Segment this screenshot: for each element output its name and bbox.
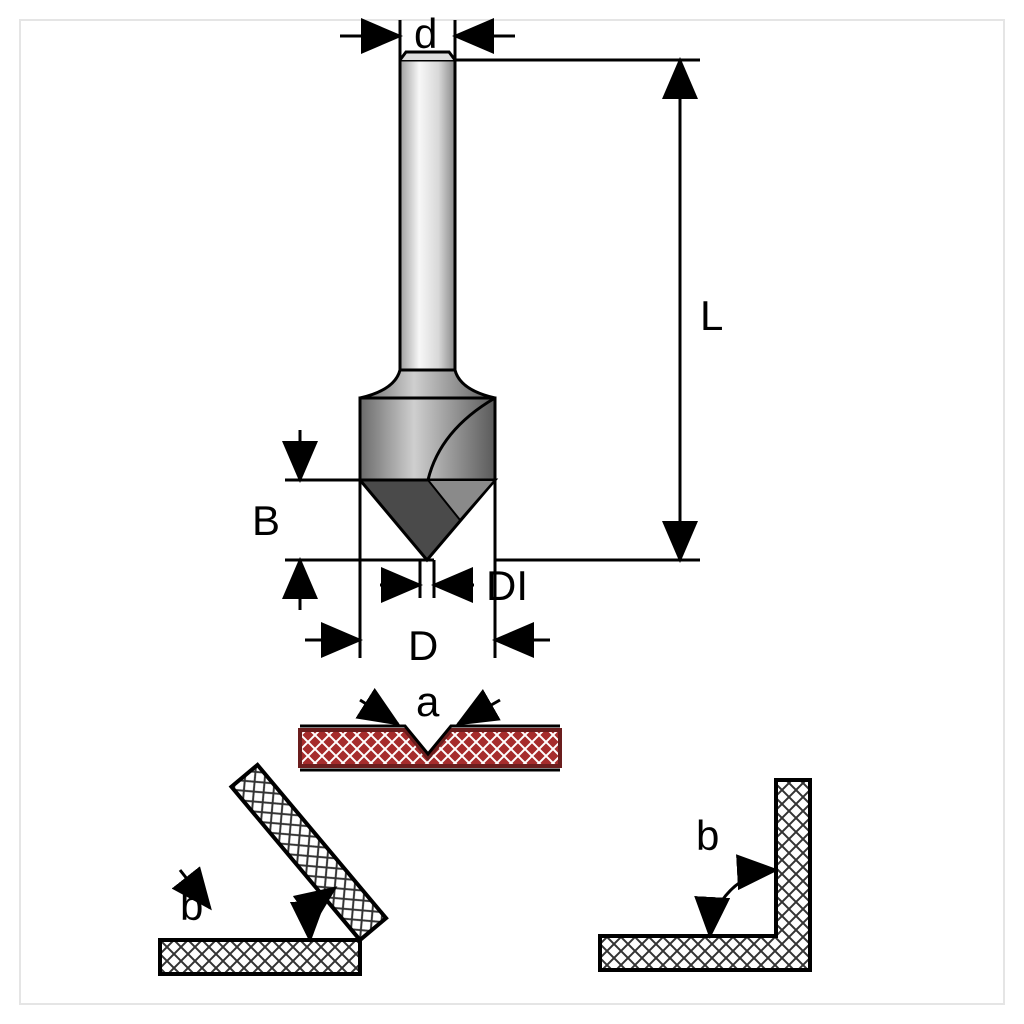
panel-groove: a — [300, 678, 560, 770]
dim-d: d — [340, 10, 515, 60]
label-B: B — [252, 497, 280, 544]
label-b-right: b — [696, 812, 719, 859]
label-D: D — [408, 622, 438, 669]
label-a: a — [416, 678, 440, 725]
frame — [20, 20, 1004, 1004]
label-b-left: b — [180, 882, 203, 929]
neck — [360, 370, 495, 398]
shank — [400, 60, 455, 370]
label-d: d — [414, 10, 437, 57]
router-bit-diagram: d L B DI D — [0, 0, 1024, 1024]
label-L: L — [700, 292, 723, 339]
dim-DI: DI — [380, 560, 528, 609]
label-DI: DI — [486, 562, 528, 609]
fold-acute: b — [160, 765, 386, 974]
fold-right-angle: b — [600, 780, 810, 970]
